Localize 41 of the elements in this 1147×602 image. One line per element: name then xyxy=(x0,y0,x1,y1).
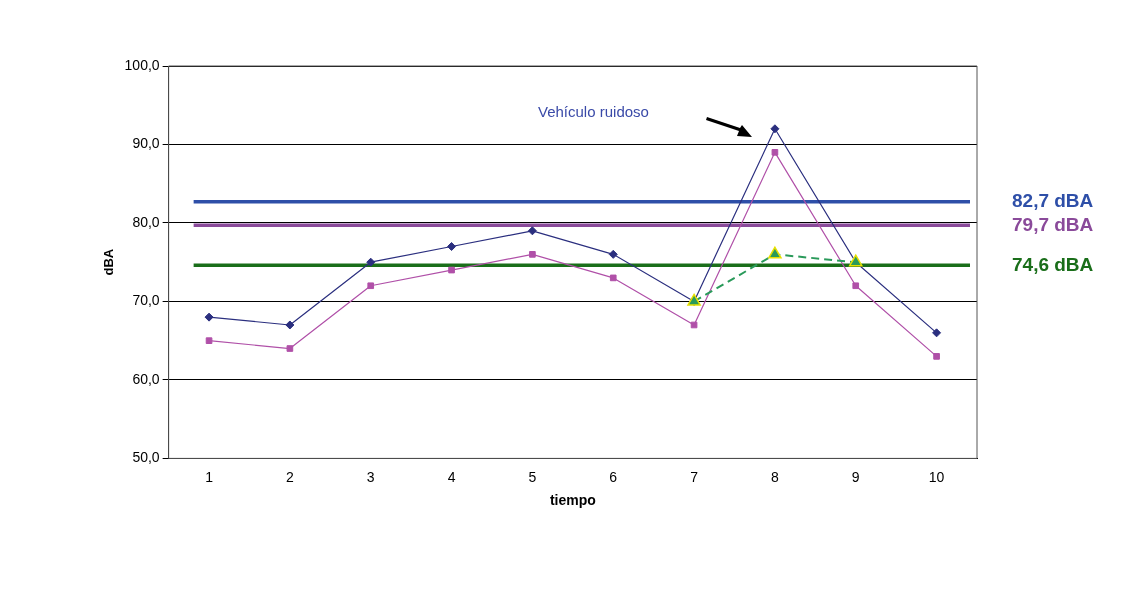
x-tick-label: 1 xyxy=(205,468,214,485)
y-tick-label: 60,0 xyxy=(132,370,160,387)
x-tick-label: 2 xyxy=(285,468,294,485)
x-axis-title: tiempo xyxy=(549,492,596,509)
point xyxy=(932,328,942,338)
y-tick-label: 50,0 xyxy=(132,449,160,466)
point xyxy=(448,266,455,274)
point xyxy=(527,226,537,236)
y-axis-title: dBA xyxy=(101,248,117,276)
y-tick-label: 90,0 xyxy=(132,135,160,152)
point xyxy=(366,257,376,267)
x-tick-label: 6 xyxy=(609,468,618,485)
x-tick-label: 3 xyxy=(366,468,375,485)
point xyxy=(447,242,457,251)
x-tick-label: 7 xyxy=(690,468,699,485)
x-tick-label: 9 xyxy=(851,468,860,485)
point xyxy=(770,124,780,134)
point xyxy=(933,353,940,360)
point xyxy=(285,320,295,330)
ref-line-label: 79,7 dBA xyxy=(1012,214,1094,235)
point xyxy=(608,249,618,259)
point xyxy=(367,282,375,290)
annotation: Vehículo ruidoso xyxy=(538,103,649,121)
point xyxy=(609,274,617,282)
y-tick-label: 80,0 xyxy=(132,213,160,230)
x-tick-label: 5 xyxy=(528,468,537,485)
point xyxy=(768,246,782,259)
y-tick-label: 70,0 xyxy=(132,292,160,309)
point xyxy=(204,312,214,322)
point xyxy=(690,321,698,329)
ref-line-label: 82,7 dBA xyxy=(1012,190,1094,211)
point xyxy=(205,337,213,345)
x-tick-label: 10 xyxy=(928,468,945,485)
point xyxy=(852,282,860,290)
point xyxy=(771,149,779,156)
x-tick-label: 4 xyxy=(447,468,456,485)
point xyxy=(286,345,294,352)
x-tick-label: 8 xyxy=(771,468,780,485)
ref-line-label: 74,6 dBA xyxy=(1012,253,1094,275)
point xyxy=(529,251,536,258)
y-tick-label: 100,0 xyxy=(124,56,160,73)
